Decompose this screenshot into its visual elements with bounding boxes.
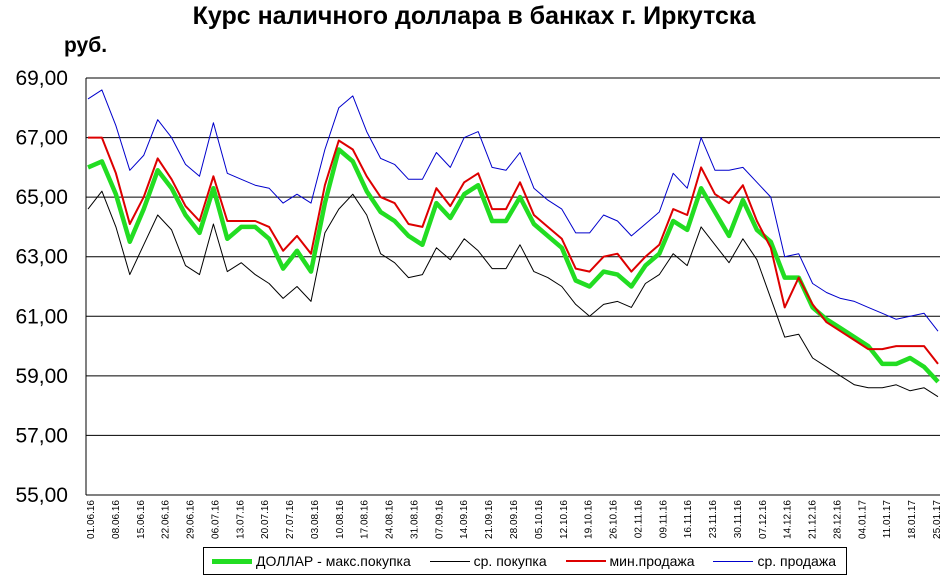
legend: ДОЛЛАР - макс.покупка ср. покупка мин.прод…: [203, 547, 847, 575]
y-tick-label: 61,00: [15, 305, 68, 328]
y-tick-label: 59,00: [15, 365, 68, 388]
y-axis-unit-label: руб.: [64, 34, 108, 57]
x-tick-label: 31.08.16: [410, 500, 421, 539]
x-tick-label: 12.10.16: [559, 500, 570, 539]
legend-swatch: [212, 558, 252, 564]
x-tick-label: 17.08.16: [360, 500, 371, 539]
x-tick-label: 07.09.16: [434, 500, 445, 539]
x-tick-label: 18.01.17: [907, 500, 918, 539]
legend-label: ДОЛЛАР - макс.покупка: [256, 553, 411, 569]
chart-title: Курс наличного доллара в банках г. Иркут…: [192, 2, 756, 30]
y-tick-label: 65,00: [15, 186, 68, 209]
x-tick-label: 14.09.16: [459, 500, 470, 539]
x-tick-label: 26.10.16: [609, 500, 620, 539]
x-tick-label: 29.06.16: [186, 500, 197, 539]
legend-label: мин.продажа: [609, 553, 695, 569]
series-line-0: [87, 147, 940, 384]
legend-swatch: [565, 560, 606, 562]
x-tick-label: 23.11.16: [708, 500, 719, 539]
legend-label: ср. покупка: [473, 553, 547, 569]
x-tick-label: 07.12.16: [758, 500, 769, 539]
y-tick-label: 63,00: [15, 246, 68, 269]
legend-item: ср. продажа: [713, 553, 836, 569]
x-tick-label: 05.10.16: [534, 500, 545, 539]
series-line-1: [87, 190, 939, 398]
legend-item: ср. покупка: [429, 553, 547, 569]
y-tick-label: 69,00: [15, 67, 68, 90]
x-tick-label: 02.11.16: [633, 500, 644, 539]
x-tick-label: 28.12.16: [833, 500, 844, 539]
x-tick-label: 20.07.16: [260, 500, 271, 539]
x-tick-label: 06.07.16: [210, 500, 221, 539]
legend-item: ДОЛЛАР - макс.покупка: [212, 553, 411, 569]
x-tick-label: 09.11.16: [658, 500, 669, 539]
x-tick-label: 10.08.16: [335, 500, 346, 539]
x-tick-label: 22.06.16: [161, 500, 172, 539]
x-tick-label: 04.01.17: [857, 500, 868, 539]
x-tick-label: 15.06.16: [136, 500, 147, 539]
x-tick-label: 21.09.16: [484, 500, 495, 539]
y-tick-label: 57,00: [15, 424, 68, 447]
x-tick-label: 11.01.17: [882, 500, 893, 539]
x-tick-label: 19.10.16: [584, 500, 595, 539]
x-tick-label: 01.06.16: [86, 500, 97, 539]
y-tick-label: 67,00: [15, 127, 68, 150]
x-tick-label: 14.12.16: [783, 500, 794, 539]
x-tick-label: 16.11.16: [683, 500, 694, 539]
x-tick-label: 21.12.16: [808, 500, 819, 539]
plot-area: [86, 78, 940, 495]
series-line-2: [88, 136, 939, 365]
x-tick-label: 28.09.16: [509, 500, 520, 539]
x-tick-label: 25.01.17: [932, 500, 943, 539]
x-tick-label: 24.08.16: [385, 500, 396, 539]
x-tick-label: 27.07.16: [285, 500, 296, 539]
series-line-3: [87, 89, 939, 332]
x-tick-label: 08.06.16: [111, 500, 122, 539]
x-tick-label: 03.08.16: [310, 500, 321, 539]
y-tick-label: 55,00: [15, 484, 68, 507]
x-tick-label: 30.11.16: [733, 500, 744, 539]
legend-item: мин.продажа: [565, 553, 695, 569]
legend-swatch: [713, 560, 754, 562]
x-tick-label: 13.07.16: [235, 500, 246, 539]
legend-label: ср. продажа: [757, 553, 836, 569]
legend-swatch: [429, 560, 470, 562]
